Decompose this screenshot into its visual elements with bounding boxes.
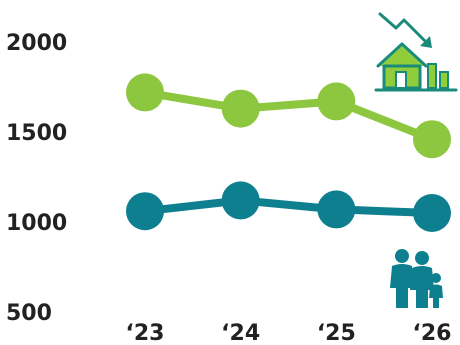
data-point	[413, 120, 451, 159]
y-tick-label: 1500	[6, 121, 67, 146]
series-line	[144, 88, 434, 143]
house-price-down-icon	[374, 12, 458, 92]
data-point	[126, 73, 164, 112]
data-point	[413, 194, 451, 232]
series-line	[144, 196, 433, 217]
x-tick-label: ‘24	[221, 321, 260, 345]
y-tick-label: 2000	[6, 31, 67, 56]
data-point	[317, 190, 356, 229]
x-tick-label: ‘23	[126, 321, 165, 345]
y-axis-ticks: 2000 1500 1000 500	[6, 31, 67, 326]
family-icon	[390, 249, 443, 308]
data-point	[221, 181, 260, 220]
x-axis-ticks: ‘23 ‘24 ‘25 ‘26	[126, 321, 452, 345]
x-tick-label: ‘26	[413, 321, 452, 345]
x-tick-label: ‘25	[317, 321, 356, 345]
series-layer	[126, 73, 451, 232]
data-point	[221, 89, 260, 128]
y-tick-label: 1000	[6, 211, 67, 236]
data-point	[126, 192, 164, 231]
data-point	[317, 82, 356, 121]
y-tick-label: 500	[6, 301, 52, 326]
